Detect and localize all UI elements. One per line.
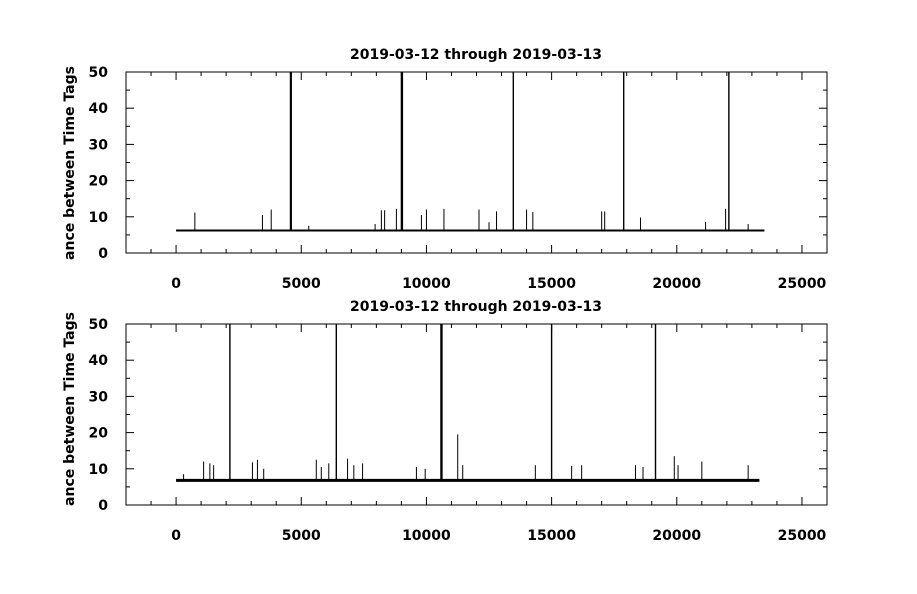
series-group xyxy=(176,72,765,232)
chart-panel-top: 2019-03-12 through 2019-03-13 ance betwe… xyxy=(62,47,828,292)
x-tick-label: 20000 xyxy=(652,528,701,544)
x-tick-label: 25000 xyxy=(778,276,827,292)
y-tick-label: 20 xyxy=(89,174,109,190)
y-tick-label: 0 xyxy=(98,246,108,262)
y-tick-label: 50 xyxy=(89,65,109,81)
y-axis-label: ance between Time Tags xyxy=(62,312,78,506)
x-tick-label: 5000 xyxy=(282,276,321,292)
y-tick-label: 30 xyxy=(89,137,109,153)
chart-title: 2019-03-12 through 2019-03-13 xyxy=(350,47,602,63)
plot-frame xyxy=(125,71,828,254)
y-tick-label: 40 xyxy=(89,353,109,369)
y-tick-label: 10 xyxy=(89,210,109,226)
y-tick-label: 20 xyxy=(89,426,109,442)
x-tick-label: 15000 xyxy=(527,528,576,544)
x-tick-label: 20000 xyxy=(652,276,701,292)
x-tick-label: 10000 xyxy=(402,528,451,544)
y-tick-label: 0 xyxy=(98,498,108,514)
x-tick-label: 10000 xyxy=(402,276,451,292)
x-tick-label: 25000 xyxy=(778,528,827,544)
y-tick-label: 50 xyxy=(89,317,109,333)
x-tick-label: 5000 xyxy=(282,528,321,544)
y-tick-label: 40 xyxy=(89,101,109,117)
y-axis-label: ance between Time Tags xyxy=(62,66,78,260)
plot-area: 0 5000 10000 15000 20000 25000 0 10 20 30 40 50 xyxy=(89,317,828,544)
plot-frame xyxy=(125,323,828,506)
plot-area: 0 5000 10000 15000 20000 25000 0 10 20 30 40 50 xyxy=(89,65,828,292)
y-tick-label: 10 xyxy=(89,462,109,478)
x-tick-label: 0 xyxy=(171,528,181,544)
x-tick-label: 15000 xyxy=(527,276,576,292)
x-tick-label: 0 xyxy=(171,276,181,292)
y-tick-label: 30 xyxy=(89,389,109,405)
chart-panel-bottom: 2019-03-12 through 2019-03-13 ance betwe… xyxy=(62,299,828,544)
chart-title: 2019-03-12 through 2019-03-13 xyxy=(350,299,602,315)
series-group xyxy=(176,324,760,482)
